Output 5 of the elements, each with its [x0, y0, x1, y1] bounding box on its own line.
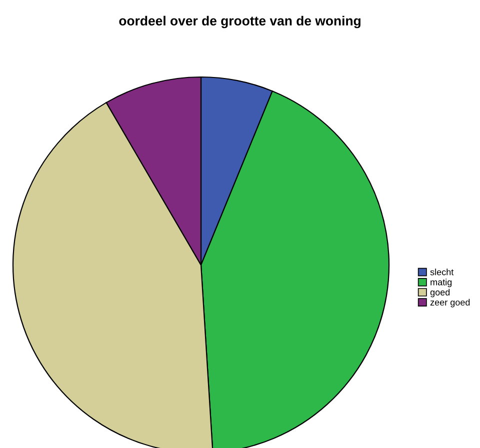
legend-label: matig — [430, 278, 452, 288]
legend-label: zeer goed — [430, 298, 470, 308]
legend-label: goed — [430, 288, 450, 298]
chart-title: oordeel over de grootte van de woning — [119, 16, 360, 28]
legend-label: slecht — [430, 268, 454, 276]
